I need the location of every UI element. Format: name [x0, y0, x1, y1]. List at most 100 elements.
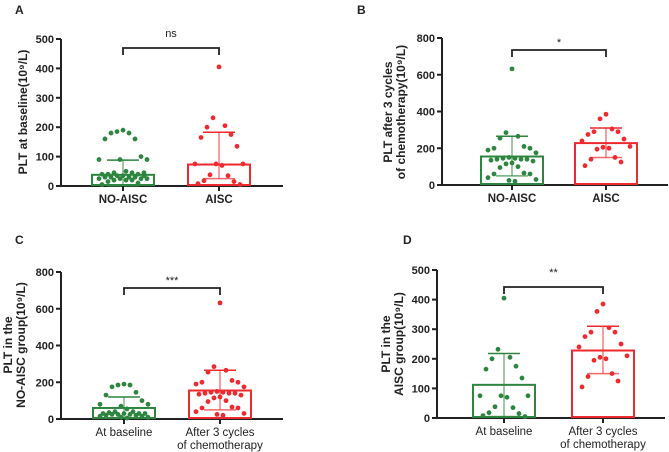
data-point: [195, 181, 201, 187]
data-point: [207, 172, 213, 178]
data-point: [515, 133, 521, 139]
data-point: [615, 378, 621, 384]
data-point: [235, 379, 241, 385]
data-point: [488, 157, 494, 163]
significance-bracket: [123, 287, 221, 295]
data-point: [109, 412, 115, 417]
data-point: [133, 412, 139, 418]
data-point: [139, 398, 145, 404]
data-point: [504, 394, 510, 400]
x-category-label: AISC: [592, 193, 619, 205]
data-point: [109, 384, 115, 390]
data-point: [606, 145, 612, 151]
data-point: [600, 144, 606, 150]
significance-bracket: [122, 47, 220, 55]
data-point: [585, 132, 591, 137]
data-point: [588, 156, 594, 162]
data-point: [525, 393, 531, 399]
data-point: [576, 344, 582, 350]
data-point: [527, 145, 533, 151]
data-point: [228, 132, 234, 137]
data-point: [111, 177, 117, 183]
data-point: [222, 123, 228, 129]
data-point: [533, 150, 539, 156]
data-point: [204, 124, 210, 130]
data-point: [115, 382, 121, 388]
data-point: [522, 414, 528, 419]
data-point: [519, 375, 525, 381]
data-point: [491, 145, 497, 151]
significance-label: ns: [165, 28, 177, 40]
y-axis-label: PLT at baseline(10⁹/L): [16, 50, 30, 175]
data-point: [97, 413, 103, 419]
significance-bracket: [511, 49, 607, 57]
y-tick-label: 400: [417, 107, 435, 119]
data-point: [117, 176, 123, 182]
y-tick-label: 400: [412, 295, 430, 307]
y-tick-label: 200: [36, 377, 54, 389]
data-point: [223, 367, 229, 373]
data-point: [591, 129, 597, 135]
data-point: [205, 399, 211, 404]
data-point: [582, 163, 588, 169]
y-tick-label: 0: [48, 414, 54, 426]
data-point: [509, 160, 515, 166]
data-point: [524, 156, 530, 162]
data-point: [193, 381, 199, 387]
panel-label: A: [15, 3, 24, 17]
data-point: [201, 178, 207, 184]
data-point: [231, 179, 237, 184]
series-no-aisc: [480, 66, 544, 186]
data-point: [585, 374, 591, 379]
series-aisc: [574, 111, 638, 185]
data-point: [530, 158, 536, 164]
data-point: [199, 405, 205, 411]
data-point: [486, 410, 492, 416]
y-tick-label: 400: [36, 63, 54, 75]
data-point: [500, 155, 506, 161]
data-point: [121, 381, 127, 387]
data-point: [121, 411, 127, 416]
data-point: [606, 325, 612, 331]
data-point: [225, 173, 231, 179]
data-point: [132, 174, 138, 180]
data-point: [123, 177, 129, 183]
data-point: [515, 164, 521, 170]
data-point: [603, 356, 609, 362]
data-point: [506, 155, 512, 160]
data-point: [237, 182, 243, 187]
y-tick-label: 200: [36, 122, 54, 134]
significance-label: ***: [166, 275, 180, 287]
data-point: [214, 389, 220, 394]
data-point: [494, 156, 500, 162]
data-point: [105, 179, 111, 184]
data-point: [621, 136, 627, 142]
data-point: [518, 156, 524, 162]
data-point: [618, 341, 624, 347]
data-point: [507, 354, 513, 360]
data-point: [618, 159, 624, 165]
data-point: [513, 363, 519, 369]
data-point: [497, 135, 503, 141]
x-category-label: At baseline: [476, 426, 533, 438]
data-point: [223, 398, 229, 404]
data-point: [132, 136, 138, 142]
data-point: [198, 135, 204, 140]
data-point: [512, 178, 518, 184]
x-category-label: At baseline: [96, 427, 153, 439]
data-point: [600, 301, 606, 307]
y-tick-label: 0: [429, 180, 435, 192]
data-point: [138, 176, 144, 182]
data-point: [512, 155, 518, 161]
data-point: [127, 412, 133, 417]
data-point: [124, 415, 130, 421]
data-point: [96, 176, 102, 182]
data-point: [483, 366, 489, 372]
panel-a: A 0 100 200 300 400 500 PLT at baseline(10⁹/L) N…: [15, 3, 283, 206]
y-axis-label: NO-AISC group(10⁹/L): [14, 282, 28, 408]
data-point: [591, 357, 597, 363]
data-point: [597, 354, 603, 360]
data-point: [196, 391, 202, 397]
panel-label: B: [357, 3, 366, 17]
data-point: [594, 146, 600, 152]
